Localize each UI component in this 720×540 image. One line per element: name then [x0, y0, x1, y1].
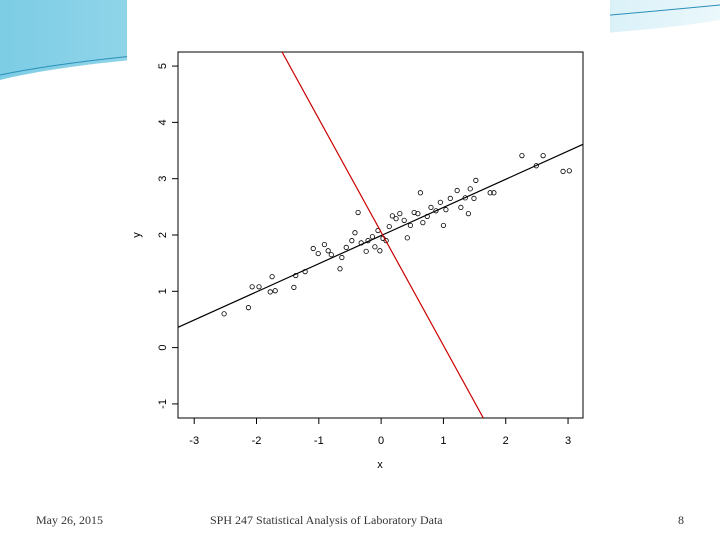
point: [473, 177, 479, 183]
point: [272, 288, 278, 294]
point: [372, 244, 378, 250]
y-tick-label: 3: [157, 176, 169, 182]
y-tick-label: 2: [157, 232, 169, 238]
point: [328, 252, 334, 258]
point: [325, 248, 331, 254]
point: [339, 254, 345, 261]
point: [560, 168, 566, 174]
point: [467, 186, 473, 192]
point: [417, 190, 423, 196]
point: [454, 187, 460, 194]
point: [393, 216, 399, 222]
point: [343, 244, 349, 250]
point: [363, 248, 369, 254]
x-tick-label: 1: [440, 435, 446, 447]
point: [428, 204, 434, 211]
point: [491, 190, 497, 196]
point: [404, 235, 410, 241]
point: [383, 238, 389, 244]
point: [269, 274, 275, 280]
point: [249, 284, 255, 290]
x-tick-label: 3: [565, 435, 571, 447]
point: [519, 153, 525, 159]
point: [533, 163, 539, 169]
fit-line: [281, 52, 484, 418]
point: [256, 284, 262, 290]
footer-page: 8: [678, 513, 684, 527]
y-tick-label: 0: [157, 345, 169, 351]
point: [397, 211, 403, 217]
footer-date: May 26, 2015: [36, 513, 103, 527]
point: [433, 208, 439, 214]
footer-title: SPH 247 Statistical Analysis of Laborato…: [210, 513, 443, 527]
x-tick-label: -1: [314, 435, 324, 447]
point: [407, 222, 414, 229]
x-tick-label: 2: [503, 435, 509, 447]
y-tick-label: 4: [157, 119, 169, 125]
point: [443, 207, 449, 213]
point: [386, 223, 392, 230]
point: [245, 305, 252, 311]
point: [349, 238, 355, 244]
point: [401, 217, 407, 223]
point: [487, 190, 493, 196]
point: [447, 195, 453, 201]
point: [440, 222, 447, 229]
point: [355, 209, 361, 216]
fit-line: [178, 143, 583, 328]
point: [465, 211, 471, 217]
x-tick-label: 0: [378, 435, 384, 447]
point: [462, 195, 468, 201]
point: [221, 311, 227, 317]
point: [471, 195, 477, 201]
point: [420, 220, 426, 226]
point: [389, 213, 395, 219]
point: [267, 289, 273, 295]
y-tick-label: 5: [157, 63, 169, 69]
point: [377, 248, 383, 254]
point: [415, 211, 421, 217]
point: [540, 153, 546, 159]
point: [315, 250, 321, 257]
point: [566, 168, 572, 174]
point: [437, 199, 443, 205]
point: [352, 230, 358, 236]
x-tick-label: -3: [189, 435, 199, 447]
point: [310, 245, 316, 252]
point: [337, 266, 343, 272]
point: [321, 241, 328, 248]
y-tick-label: -1: [157, 399, 169, 409]
y-axis-label: y: [131, 232, 143, 238]
y-tick-label: 1: [157, 288, 169, 294]
point: [458, 204, 464, 211]
point: [291, 284, 297, 290]
x-axis-label: x: [377, 459, 383, 471]
x-tick-label: -2: [252, 435, 262, 447]
